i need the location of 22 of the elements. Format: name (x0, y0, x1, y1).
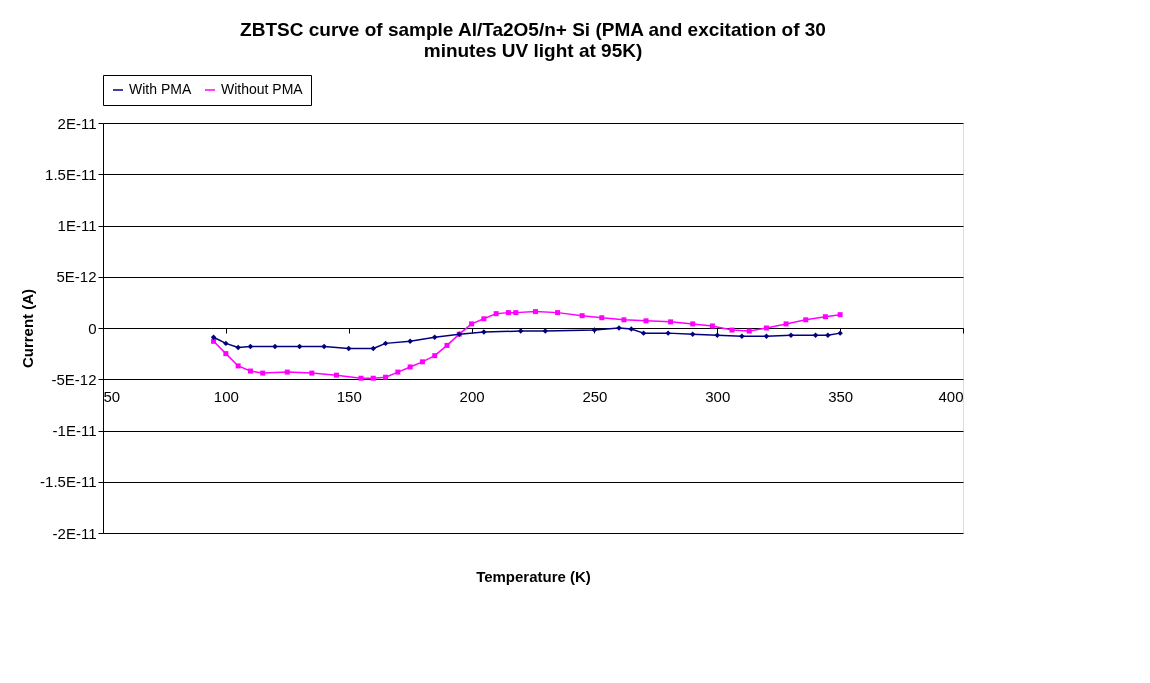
legend-label: Without PMA (221, 81, 304, 97)
y-tick-label: 0 (88, 319, 97, 337)
y-tick-label: -2E-11 (52, 524, 97, 542)
y-tick-label: -1E-11 (52, 422, 97, 439)
y-tick-label: -1.5E-11 (40, 473, 97, 491)
y-axis-title: Current (A) (19, 288, 37, 369)
x-tick-label: 250 (582, 387, 608, 405)
y-tick-label: 5E-12 (56, 268, 97, 286)
y-tick-label: 1E-11 (57, 217, 97, 234)
x-tick-label: 50 (103, 387, 121, 405)
x-tick-label: 200 (459, 387, 485, 405)
x-tick-label: 150 (336, 387, 362, 405)
y-tick-label: 2E-11 (57, 114, 97, 132)
x-tick-label: 100 (213, 387, 239, 405)
x-axis-title: Temperature (K) (476, 567, 591, 585)
y-tick-label: 1.5E-11 (45, 165, 97, 183)
x-tick-label: 350 (828, 387, 854, 405)
x-tick-label: 400 (938, 387, 964, 405)
x-tick-label: 300 (705, 387, 731, 405)
legend-label: With PMA (129, 81, 192, 97)
chart-title: ZBTSC curve of sample Al/Ta2O5/n+ Si (PMA and excitation of 30 minutes UV light at 95K) (240, 18, 826, 61)
y-tick-label: -5E-12 (51, 370, 97, 388)
